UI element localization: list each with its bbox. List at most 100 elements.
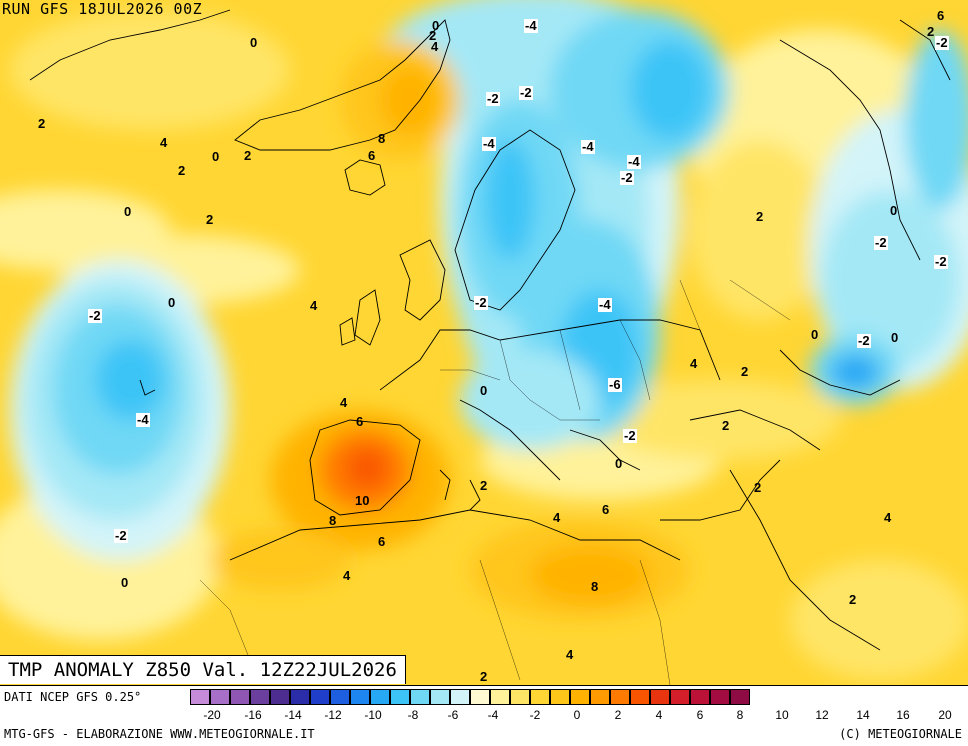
color-swatch <box>670 689 690 705</box>
color-swatch <box>410 689 430 705</box>
contour-label: -2 <box>857 333 871 348</box>
contour-label: 0 <box>168 295 176 310</box>
contour-label: 4 <box>310 298 318 313</box>
contour-label: -4 <box>598 297 612 312</box>
contour-label: 0 <box>250 35 258 50</box>
color-swatch <box>450 689 470 705</box>
contour-label: 6 <box>602 502 610 517</box>
color-swatch <box>530 689 550 705</box>
contour-label: 2 <box>206 212 214 227</box>
contour-label: 4 <box>553 510 561 525</box>
color-scale-tick: -12 <box>324 708 342 722</box>
contour-label: -2 <box>935 35 949 50</box>
run-label: RUN GFS 18JUL2026 00Z <box>2 0 203 18</box>
contour-label: 2 <box>480 669 488 684</box>
color-scale-tick: 12 <box>815 708 829 722</box>
color-swatch <box>190 689 210 705</box>
contour-label: 8 <box>591 579 599 594</box>
contour-label: -4 <box>136 412 150 427</box>
contour-label: 2 <box>38 116 46 131</box>
color-swatch <box>550 689 570 705</box>
color-scale-tick: -16 <box>244 708 262 722</box>
contour-label: 6 <box>378 534 386 549</box>
color-swatch <box>350 689 370 705</box>
color-scale-tick: -4 <box>487 708 499 722</box>
contour-label: 0 <box>615 456 623 471</box>
contour-label: 2 <box>429 28 437 43</box>
color-swatch <box>470 689 490 705</box>
color-swatch <box>330 689 350 705</box>
color-swatch <box>570 689 590 705</box>
color-swatch <box>690 689 710 705</box>
borders <box>199 279 791 685</box>
color-swatch <box>650 689 670 705</box>
contour-label: 2 <box>480 478 488 493</box>
contour-label: 0 <box>121 575 129 590</box>
color-swatch <box>290 689 310 705</box>
color-swatch <box>230 689 250 705</box>
temperature-anomaly-map: RUN GFS 18JUL2026 00Z 0 -4 6 2 -2 0 2 4 … <box>0 0 968 685</box>
contour-label: 6 <box>368 148 376 163</box>
contour-label: -4 <box>524 18 538 33</box>
color-swatch <box>370 689 390 705</box>
contour-label: -2 <box>88 308 102 323</box>
color-swatch <box>630 689 650 705</box>
color-scale-tick: 4 <box>655 708 663 722</box>
contour-label: -4 <box>482 136 496 151</box>
contour-label: 4 <box>431 39 439 54</box>
map-title: TMP ANOMALY Z850 Val. 12Z22JUL2026 <box>0 655 406 684</box>
color-scale-tick: 2 <box>614 708 622 722</box>
color-scale-tick: 14 <box>856 708 870 722</box>
contour-label: 0 <box>811 327 819 342</box>
contour-label: 10 <box>355 493 370 508</box>
contour-label: 6 <box>356 414 364 429</box>
contour-label: 4 <box>160 135 168 150</box>
color-scale-tick: -8 <box>407 708 419 722</box>
contour-label: 8 <box>329 513 337 528</box>
color-scale-tick: 0 <box>573 708 581 722</box>
contour-label: -6 <box>608 377 622 392</box>
color-scale-tick: 8 <box>736 708 744 722</box>
copyright-label: (C) METEOGIORNALE <box>839 727 962 741</box>
color-scale-tick: -20 <box>203 708 221 722</box>
contour-label: 0 <box>480 383 488 398</box>
contour-label: 4 <box>884 510 892 525</box>
color-swatch <box>390 689 410 705</box>
color-scale-tick: 6 <box>696 708 704 722</box>
contour-label: 0 <box>124 204 132 219</box>
contour-label: 2 <box>244 148 252 163</box>
color-scale-tick: 10 <box>775 708 789 722</box>
color-scale-tick: -14 <box>284 708 302 722</box>
color-scale-tick: -6 <box>447 708 459 722</box>
legend-footer: DATI NCEP GFS 0.25° -20 -16 -14 -12 -10 -8 -6-… <box>0 685 968 746</box>
color-swatch <box>510 689 530 705</box>
map-canvas <box>0 0 968 685</box>
color-swatch <box>210 689 230 705</box>
color-swatch <box>590 689 610 705</box>
color-swatch <box>730 689 750 705</box>
color-swatch <box>270 689 290 705</box>
contour-label: 2 <box>741 364 749 379</box>
color-swatch <box>610 689 630 705</box>
contour-label: 2 <box>754 480 762 495</box>
contour-label: 0 <box>212 149 220 164</box>
color-swatch <box>710 689 730 705</box>
contour-label: 8 <box>378 131 386 146</box>
contour-label: -2 <box>620 170 634 185</box>
producer-label: MTG-GFS - ELABORAZIONE WWW.METEOGIORNALE… <box>4 727 315 741</box>
contour-label: 2 <box>849 592 857 607</box>
color-scale-tick: 20 <box>938 708 952 722</box>
contour-label: 6 <box>937 8 945 23</box>
contour-label: 4 <box>343 568 351 583</box>
contour-label: -2 <box>934 254 948 269</box>
contour-label: 0 <box>890 203 898 218</box>
contour-label: -2 <box>486 91 500 106</box>
contour-label: -2 <box>623 428 637 443</box>
contour-label: -2 <box>474 295 488 310</box>
contour-label: 4 <box>340 395 348 410</box>
color-scale-tick: -2 <box>529 708 541 722</box>
color-swatch <box>430 689 450 705</box>
color-scale-tick: -10 <box>364 708 382 722</box>
contour-label: -4 <box>581 139 595 154</box>
contour-label: 4 <box>690 356 698 371</box>
